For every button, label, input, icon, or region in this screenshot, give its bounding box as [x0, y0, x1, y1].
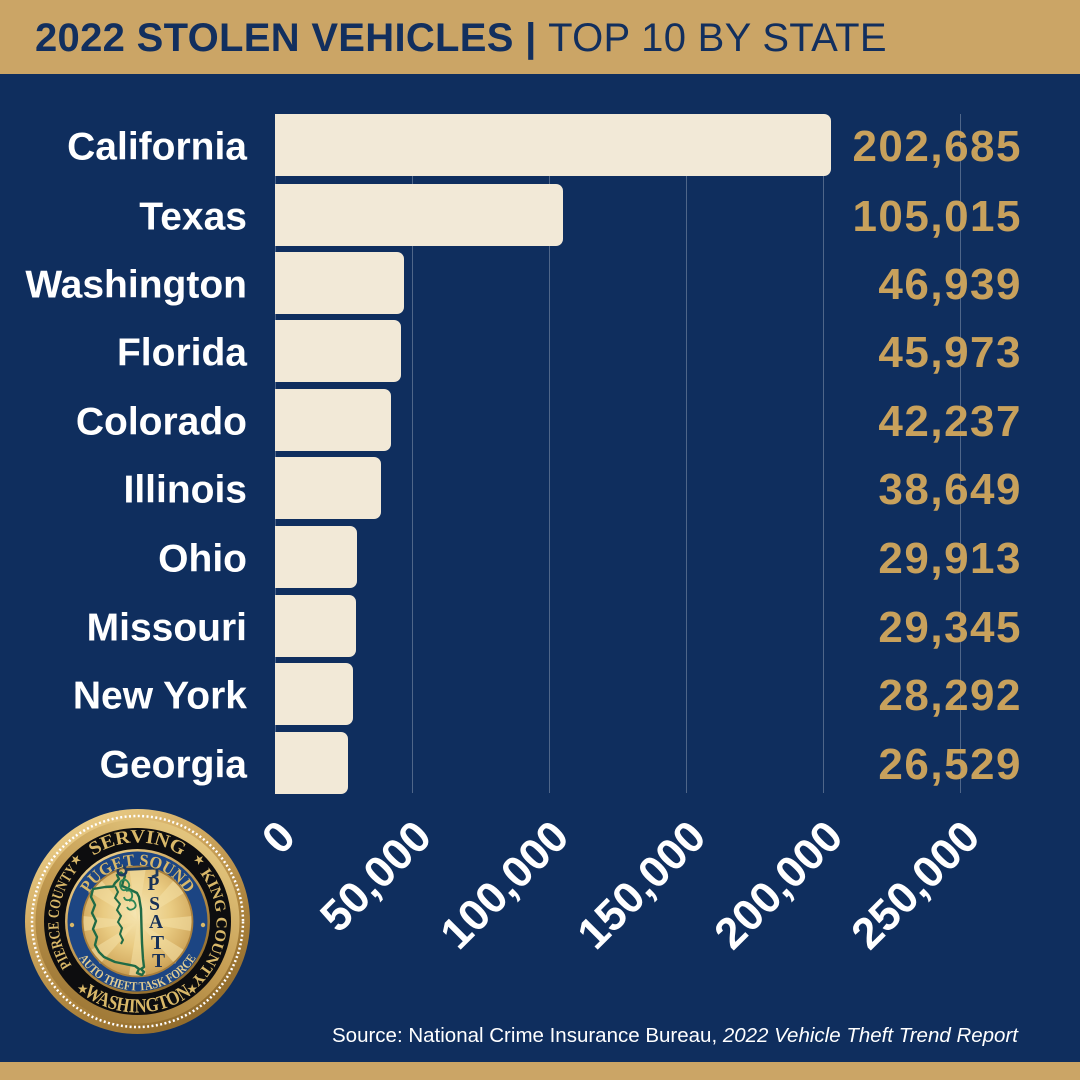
svg-text:A: A	[149, 912, 163, 933]
svg-text:T: T	[151, 933, 164, 954]
svg-text:S: S	[149, 894, 160, 915]
svg-text:P: P	[148, 874, 160, 895]
svg-text:T: T	[152, 951, 165, 972]
